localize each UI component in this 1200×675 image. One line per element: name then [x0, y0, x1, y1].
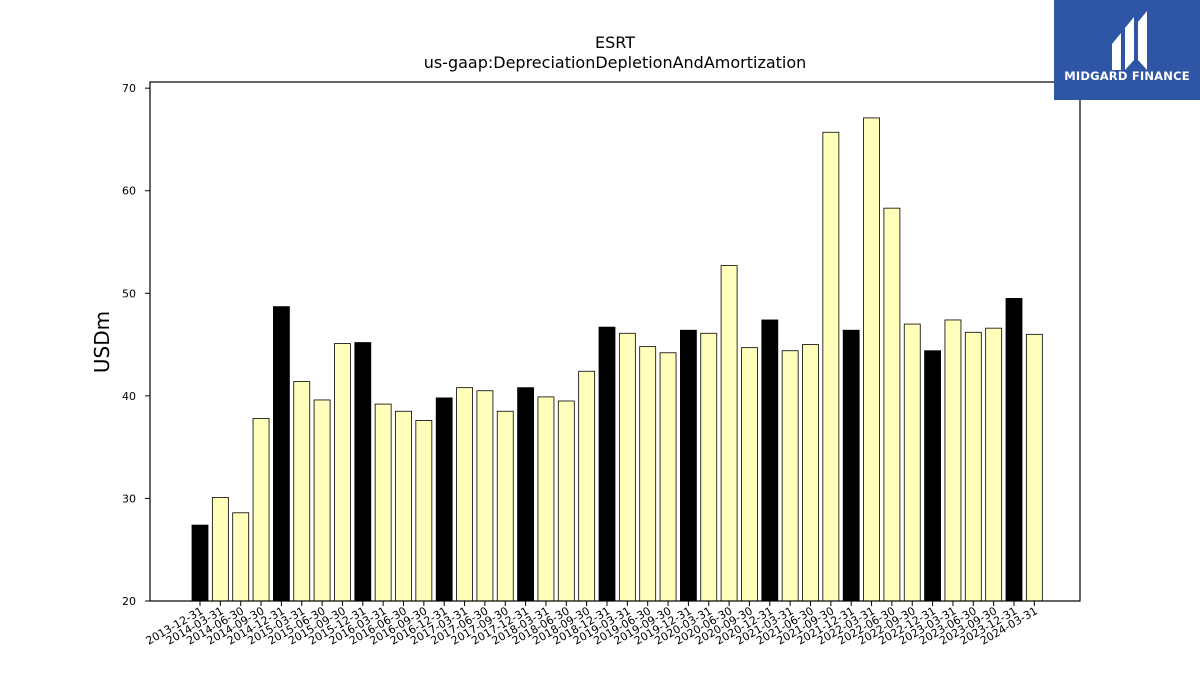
bar-2020-09-30 [741, 347, 758, 602]
bar-2015-09-30 [334, 343, 351, 602]
y-tick-label: 70 [122, 82, 136, 95]
bar-2018-09-30 [578, 370, 596, 602]
bar-2014-09-30 [252, 418, 270, 602]
y-axis: 20 30 40 50 60 70 [122, 82, 150, 608]
bar-2023-03-31 [944, 319, 962, 602]
midgard-finance-logo: MIDGARD FINANCE [1054, 0, 1200, 100]
bar-2017-06-30 [476, 390, 494, 602]
bar-2020-06-30 [720, 265, 738, 602]
y-tick-label: 40 [122, 390, 136, 403]
bar-2019-09-30 [659, 352, 677, 602]
bar-2023-09-30 [985, 327, 1003, 602]
y-tick-label: 50 [122, 287, 136, 300]
bar-2016-12-31 [435, 397, 453, 602]
bar-2021-12-31 [842, 329, 860, 602]
y-tick-label: 20 [122, 595, 136, 608]
bar-2016-09-30 [415, 420, 433, 602]
bar-2022-09-30 [903, 323, 921, 602]
bar-2016-06-30 [395, 410, 412, 602]
bar-2014-06-30 [232, 512, 250, 602]
bar-2019-06-30 [639, 346, 657, 602]
bars-group [191, 117, 1043, 602]
bar-2021-03-31 [781, 350, 799, 602]
bar-2018-03-31 [537, 396, 555, 602]
bar-2018-06-30 [557, 400, 575, 602]
bar-2017-03-31 [456, 387, 473, 602]
bar-2015-06-30 [313, 399, 331, 602]
y-tick-label: 30 [122, 492, 136, 505]
y-axis-label: USDm [90, 311, 114, 373]
y-tick-label: 60 [122, 185, 136, 198]
bar-2023-06-30 [964, 331, 982, 602]
chart-title: ESRT [595, 33, 635, 52]
bar-2017-12-31 [517, 387, 534, 602]
bar-2017-09-30 [496, 410, 514, 602]
bar-2022-03-31 [863, 117, 880, 602]
x-axis: 2013-12-312014-03-312014-06-302014-09-30… [144, 601, 1040, 648]
bar-2013-12-31 [191, 524, 209, 602]
bar-2021-06-30 [802, 344, 819, 602]
bar-2019-12-31 [680, 329, 697, 602]
chart-subtitle: us-gaap:DepreciationDepletionAndAmortiza… [424, 53, 807, 72]
bar-2022-12-31 [924, 350, 941, 602]
plot-frame [149, 81, 1081, 602]
bar-2021-09-30 [822, 131, 840, 602]
bar-2015-03-31 [293, 381, 311, 602]
bar-2015-12-31 [354, 342, 372, 602]
bar-2014-12-31 [272, 306, 290, 602]
bar-2018-12-31 [598, 326, 616, 602]
bar-2024-03-31 [1025, 333, 1043, 602]
midgard-logo-icon [1112, 11, 1147, 70]
logo-wordmark: MIDGARD FINANCE [1064, 69, 1190, 83]
bar-2016-03-31 [374, 403, 392, 602]
bar-2014-03-31 [211, 497, 229, 602]
bar-2020-12-31 [761, 319, 779, 602]
bar-2022-06-30 [883, 207, 901, 602]
bar-2020-03-31 [700, 332, 718, 602]
bar-2019-03-31 [618, 332, 636, 602]
bar-2023-12-31 [1005, 298, 1023, 602]
